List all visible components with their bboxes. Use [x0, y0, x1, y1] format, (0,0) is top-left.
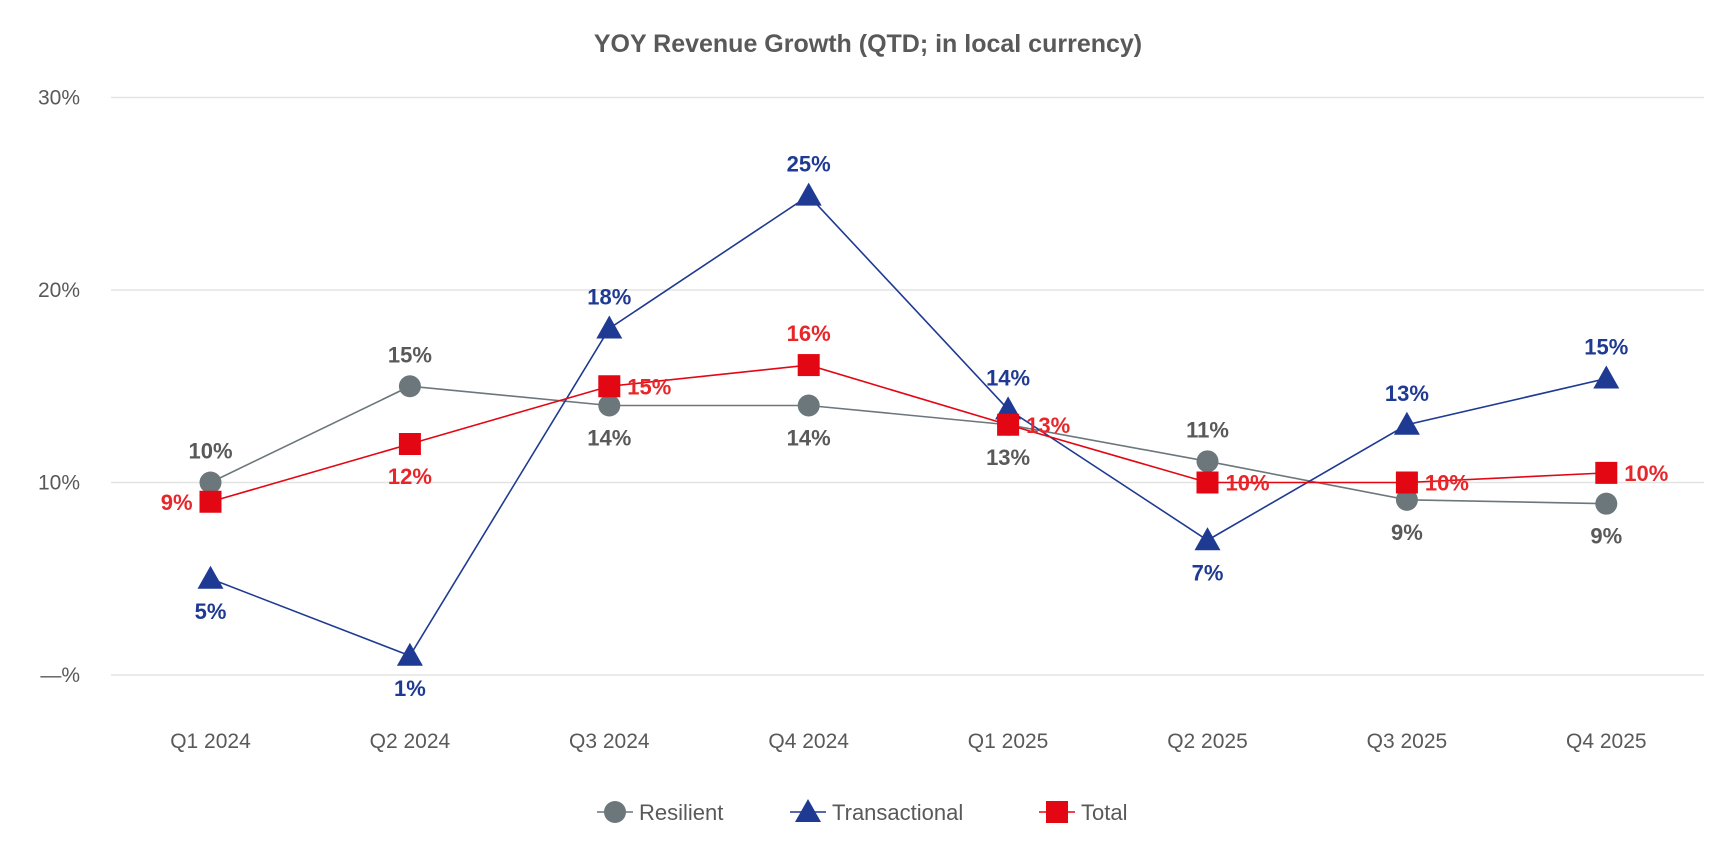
x-tick-label: Q1 2024 [170, 730, 251, 753]
data-point-total [1395, 471, 1418, 494]
data-label-transactional: 13% [1385, 381, 1429, 406]
data-point-transactional [1194, 527, 1221, 551]
x-tick-label: Q3 2025 [1367, 730, 1448, 753]
data-point-resilient [797, 394, 820, 417]
data-label-transactional: 5% [195, 599, 227, 624]
data-label-resilient: 9% [1590, 524, 1622, 549]
x-tick-label: Q3 2024 [569, 730, 650, 753]
y-tick-label: 20% [38, 279, 80, 302]
data-label-transactional: 14% [986, 365, 1030, 390]
data-label-total: 15% [627, 374, 671, 399]
data-label-total: 10% [1226, 471, 1270, 496]
legend-item-transactional: Transactional [790, 799, 963, 825]
legend-item-total: Total [1039, 800, 1127, 825]
data-point-total [1595, 461, 1618, 484]
legend-circle-icon [604, 801, 626, 823]
y-tick-label: 10% [38, 472, 80, 495]
data-label-transactional: 1% [394, 676, 426, 701]
data-point-transactional [1593, 365, 1620, 389]
series-line-transactional [210, 194, 1607, 657]
data-label-resilient: 14% [587, 426, 631, 451]
legend-label: Resilient [639, 800, 723, 825]
data-label-resilient: 13% [986, 445, 1030, 470]
data-point-total [797, 354, 820, 377]
data-point-transactional [795, 182, 822, 206]
data-point-resilient [199, 471, 222, 494]
data-label-transactional: 25% [787, 152, 831, 177]
data-point-transactional [1393, 411, 1420, 435]
data-label-transactional: 18% [587, 285, 631, 310]
legend-label: Transactional [832, 800, 963, 825]
data-point-resilient [1395, 488, 1418, 511]
series-line-resilient [210, 385, 1607, 505]
chart-title: YOY Revenue Growth (QTD; in local curren… [594, 30, 1142, 58]
data-point-total [997, 413, 1020, 436]
data-label-resilient: 15% [388, 342, 432, 367]
data-point-total [1196, 471, 1219, 494]
data-point-resilient [398, 375, 421, 398]
legend-label: Total [1081, 800, 1127, 825]
y-tick-label: —% [40, 664, 80, 687]
data-label-total: 12% [388, 464, 432, 489]
data-point-transactional [596, 315, 623, 339]
x-tick-label: Q2 2024 [370, 730, 451, 753]
data-point-resilient [1196, 450, 1219, 473]
data-point-transactional [396, 642, 423, 666]
data-label-transactional: 7% [1192, 560, 1224, 585]
data-label-total: 10% [1425, 471, 1469, 496]
data-label-transactional: 15% [1584, 335, 1628, 360]
data-label-total: 10% [1624, 461, 1668, 486]
data-point-transactional [995, 396, 1022, 420]
data-label-resilient: 10% [188, 439, 232, 464]
data-point-resilient [1595, 492, 1618, 515]
data-label-resilient: 9% [1391, 520, 1423, 545]
data-label-total: 13% [1026, 413, 1070, 438]
legend-item-resilient: Resilient [597, 800, 723, 825]
data-point-resilient [598, 394, 621, 417]
data-point-total [398, 433, 421, 455]
data-label-resilient: 14% [787, 426, 831, 451]
data-point-total [598, 375, 621, 398]
data-label-total: 16% [787, 321, 831, 346]
legend-triangle-icon [795, 799, 821, 822]
data-point-transactional [197, 565, 224, 589]
legend-square-icon [1046, 801, 1068, 823]
data-label-total: 9% [161, 490, 193, 515]
data-point-total [199, 490, 222, 513]
x-tick-label: Q2 2025 [1167, 730, 1248, 753]
series-line-total [210, 364, 1607, 503]
x-tick-label: Q1 2025 [968, 730, 1049, 753]
data-label-resilient: 11% [1186, 417, 1229, 442]
y-tick-label: 30% [38, 87, 80, 110]
x-tick-label: Q4 2024 [768, 730, 849, 753]
x-tick-label: Q4 2025 [1566, 730, 1647, 753]
